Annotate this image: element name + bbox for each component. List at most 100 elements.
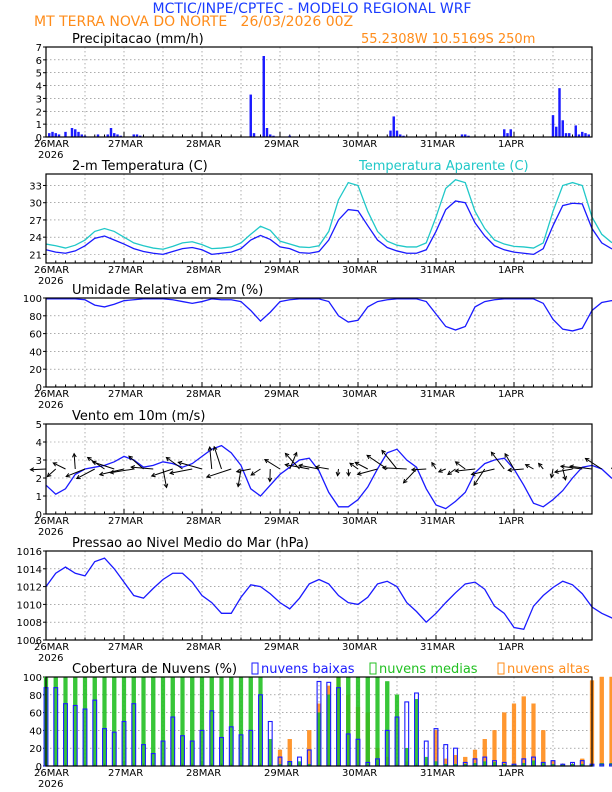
wind-arrow-head [52,462,58,467]
mid-cloud-bar [394,694,400,767]
temp-frame [45,173,593,264]
wind-day-label: 30MAR [342,516,377,527]
precip-day-label: 29MAR [264,139,299,150]
mid-cloud-bar [82,676,88,767]
precip-bar [402,135,405,137]
precip-bar [509,129,512,137]
precip-day-label: 30MAR [342,139,377,150]
mid-cloud-bar [482,761,487,767]
rh-ytick-label: 60 [29,330,42,341]
wind-arrow [209,446,213,470]
mid-cloud-bar [385,681,390,767]
wind-arrow-head [504,452,509,458]
mid-cloud-bar [346,676,351,767]
precip-bar [135,134,139,137]
mid-cloud-bar [170,676,175,767]
precip-bar [139,135,142,137]
mslp-ytick-label: 1016 [17,547,42,558]
precip-bar [584,133,587,137]
low-cloud-bar [599,763,605,767]
rh-ytick-label: 40 [29,347,42,358]
wind-arrow-head [165,456,171,462]
mslp-day-label: 29MAR [264,642,299,653]
legend-high-clouds-label: nuvens altas [507,662,590,677]
wind-arrow [299,464,320,470]
wind-arrow-head [349,462,354,468]
mid-cloud-bar [258,676,263,767]
temp-title: 2-m Temperatura (C) [72,159,208,174]
mid-cloud-bar [73,676,78,767]
high-cloud-bar [307,730,312,767]
wind-arrow-head [236,482,241,488]
rh-day-label: 28MAR [186,389,221,400]
precip-ytick-label: 2 [36,107,42,118]
wind-arrow [206,468,232,478]
rh-title: Umidade Relativa em 2m (%) [72,283,263,298]
wind-arrow-head [98,471,104,477]
header-coordinates: 55.2308W 10.5169S 250m [361,32,535,47]
wind-arrow-head [335,471,341,477]
temp-ytick-label: 21 [29,250,42,261]
mid-cloud-bar [63,676,68,767]
mid-cloud-bar [199,676,205,767]
wind-arrow [66,468,86,477]
wind-arrow-head [569,464,574,470]
wind-arrow [447,468,456,475]
precip-bar [587,134,590,137]
precip-bar [269,134,272,137]
wind-ytick-label: 4 [36,438,42,449]
wind-arrow [73,453,76,470]
wind-arrow-head [298,463,304,469]
wind-day-label: 26MAR [34,516,69,527]
wind-arrow [151,468,173,477]
wind-arrow-head [549,473,555,479]
wind-arrow-head [235,468,241,474]
mid-cloud-bar [131,676,136,767]
wind-arrow-head [267,477,273,483]
wind-arrow [504,453,515,470]
clouds-frame [45,676,593,767]
wind-arrow-head [150,472,156,478]
high-cloud-bar [599,676,604,767]
high-cloud-bar [511,703,517,767]
mslp-day-label: 31MAR [420,642,455,653]
temp-day-label: 31MAR [420,265,455,276]
wind-arrow-head [437,468,443,473]
precip-bar [262,56,265,137]
wind-arrow [110,468,134,474]
precip-bar [77,131,80,137]
wind-arrow [264,459,281,470]
wind-arrow [431,462,437,470]
mid-cloud-bar [355,676,361,767]
wind-arrow-head [470,471,476,477]
precip-bar [249,94,252,137]
clouds-panel: 0 20 40 60 80 100 26MAR 27MAR 28MAR 29MAR 30MAR 31M… [23,662,612,790]
temp-day-label: 27MAR [108,265,143,276]
clouds-title: Cobertura de Nuvens (%) [72,662,237,677]
rh-day-label: 30MAR [342,389,377,400]
mslp-day-label: 26MAR [34,642,69,653]
precip-bar [132,134,135,137]
wind-ytick-label: 1 [36,492,42,503]
rh-day-label: 26MAR [34,389,69,400]
precip-bar [555,126,558,137]
wind-arrow-head [346,471,351,477]
precip-bar [119,135,122,137]
clouds-ytick-label: 20 [29,744,42,755]
mid-cloud-bar [112,676,117,767]
precip-day-label: 31MAR [420,139,455,150]
clouds-ytick-label: 40 [29,726,42,737]
mid-cloud-bar [287,761,292,767]
mid-cloud-bar [219,676,224,767]
precip-bar [54,133,57,137]
precip-bar [577,134,581,137]
wind-arrow-head [381,449,386,455]
precip-bar [70,128,74,137]
precip-ytick-label: 3 [36,94,42,105]
precip-ytick-label: 1 [36,120,42,131]
mslp-day-label: 28MAR [186,642,221,653]
high-cloud-bar [502,712,507,767]
mslp-frame [45,550,593,641]
precip-ytick-label: 4 [36,82,42,93]
temp-day-label: 30MAR [342,265,377,276]
